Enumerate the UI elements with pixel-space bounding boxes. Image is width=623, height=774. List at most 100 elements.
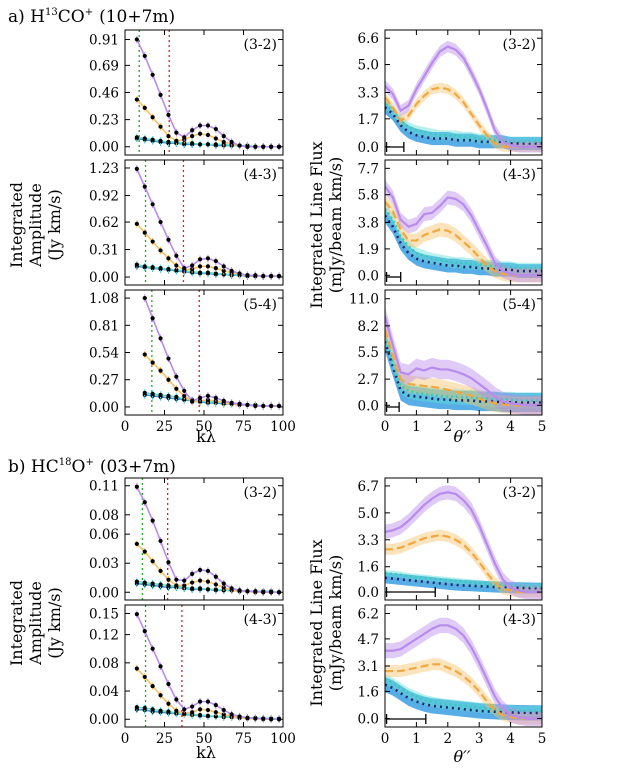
point-purple xyxy=(221,581,226,586)
point-cyan xyxy=(134,135,139,140)
point-cyan xyxy=(134,579,139,584)
point-orange xyxy=(213,266,218,271)
point-purple xyxy=(245,273,250,278)
ytick-label: 0.12 xyxy=(89,628,119,644)
point-orange xyxy=(166,701,171,706)
panel-a-left-43: (4-3) 0.00 0.31 0.62 0.92 1.23 xyxy=(89,159,284,286)
panel-a-right-32: (3-2) 0.0 1.7 3.3 5.0 6.6 xyxy=(358,29,543,156)
panel-a-left-54: (5-4) 0.00 0.27 0.54 0.81 1.08 0 25 50 75 100 xyxy=(89,289,296,435)
point-cyan xyxy=(205,142,211,147)
plot-area xyxy=(385,617,542,727)
point-purple xyxy=(142,295,147,301)
transition-label: (5-4) xyxy=(503,297,536,313)
point-cyan xyxy=(166,393,171,398)
point-orange xyxy=(150,360,155,365)
point-orange xyxy=(158,368,163,373)
plot-area xyxy=(142,290,282,415)
band-cyan xyxy=(385,674,542,716)
ytick-label: 8.2 xyxy=(358,319,379,335)
line-purple xyxy=(136,39,280,148)
ytick-label: 1.6 xyxy=(358,684,379,700)
point-orange xyxy=(166,134,171,139)
band-purple xyxy=(385,485,542,600)
point-purple xyxy=(205,568,211,574)
ytick-label: 0.00 xyxy=(89,712,119,728)
point-purple xyxy=(213,574,218,579)
point-cyan xyxy=(166,266,171,272)
point-cyan xyxy=(166,139,171,145)
svg-text:(Jy km/s): (Jy km/s) xyxy=(45,587,64,659)
ytick-label: 0.0 xyxy=(358,712,379,728)
plot-area xyxy=(385,485,542,600)
point-cyan xyxy=(134,705,139,710)
point-cyan xyxy=(190,586,195,591)
point-orange xyxy=(190,134,195,139)
point-purple xyxy=(221,398,226,403)
xtick-label: 0 xyxy=(121,419,130,435)
point-orange xyxy=(190,580,195,585)
point-orange xyxy=(150,239,155,244)
left-xlabel-a: kλ xyxy=(196,427,216,446)
band-blue xyxy=(385,572,542,594)
point-orange xyxy=(197,578,203,583)
point-purple xyxy=(221,134,226,139)
panel-b-left-43: (4-3) 0.00 0.04 0.08 0.12 0.15 0 25 50 75 100 xyxy=(89,604,296,747)
point-orange xyxy=(174,138,179,143)
plot-area xyxy=(134,30,282,155)
point-orange xyxy=(166,377,171,382)
svg-text:Amplitude: Amplitude xyxy=(26,581,45,666)
point-orange xyxy=(174,386,179,391)
point-purple xyxy=(229,268,234,273)
point-cyan xyxy=(166,583,171,588)
point-cyan xyxy=(142,264,147,269)
band-cyan xyxy=(385,569,542,590)
point-cyan xyxy=(158,392,163,397)
point-orange xyxy=(182,583,187,588)
transition-label: (3-2) xyxy=(244,37,277,53)
xtick-label: 100 xyxy=(270,731,296,747)
transition-label: (4-3) xyxy=(503,167,536,183)
point-orange xyxy=(197,707,203,712)
ytick-label: 0.54 xyxy=(89,346,119,362)
point-cyan xyxy=(142,390,147,395)
ytick-label: 0.00 xyxy=(89,400,119,416)
point-purple xyxy=(269,144,274,149)
band-cyan xyxy=(385,327,542,409)
point-orange xyxy=(221,712,226,717)
xtick-label: 0 xyxy=(381,419,390,435)
point-orange xyxy=(197,131,203,136)
right-xlabel-b: θ′′ xyxy=(454,747,471,766)
line-purple xyxy=(136,486,280,594)
band-blue xyxy=(385,331,542,413)
panel-a-right-43: (4-3) 0.0 1.9 3.8 5.8 7.7 xyxy=(358,159,543,286)
point-purple xyxy=(158,538,163,544)
point-purple xyxy=(197,567,203,573)
point-purple xyxy=(150,316,155,321)
point-orange xyxy=(221,268,226,273)
line-cyan xyxy=(385,678,542,713)
transition-label: (3-2) xyxy=(244,485,277,501)
plot-area xyxy=(385,40,542,153)
ytick-label: 6.6 xyxy=(358,31,379,47)
point-purple xyxy=(166,681,171,687)
xtick-label: 25 xyxy=(156,731,173,747)
line-purple xyxy=(385,624,542,720)
point-cyan xyxy=(166,709,171,714)
point-purple xyxy=(150,518,155,523)
xtick-label: 1 xyxy=(412,419,421,435)
ytick-label: 1.7 xyxy=(358,112,379,128)
point-cyan xyxy=(150,137,155,142)
panel-b-right-43: (4-3) 0.0 1.6 3.1 4.7 6.2 0 1 2 3 4 5 xyxy=(358,604,546,747)
point-purple xyxy=(142,53,147,59)
point-purple xyxy=(174,577,179,582)
point-orange xyxy=(158,693,163,698)
point-purple xyxy=(261,716,266,721)
line-cyan xyxy=(385,207,542,270)
transition-label: (4-3) xyxy=(244,612,277,628)
ytick-label: 0.00 xyxy=(89,585,119,601)
band-orange xyxy=(385,529,542,598)
point-orange xyxy=(205,579,211,584)
ytick-label: 11.0 xyxy=(349,292,379,308)
xtick-label: 3 xyxy=(475,731,484,747)
transition-label: (3-2) xyxy=(503,37,536,53)
